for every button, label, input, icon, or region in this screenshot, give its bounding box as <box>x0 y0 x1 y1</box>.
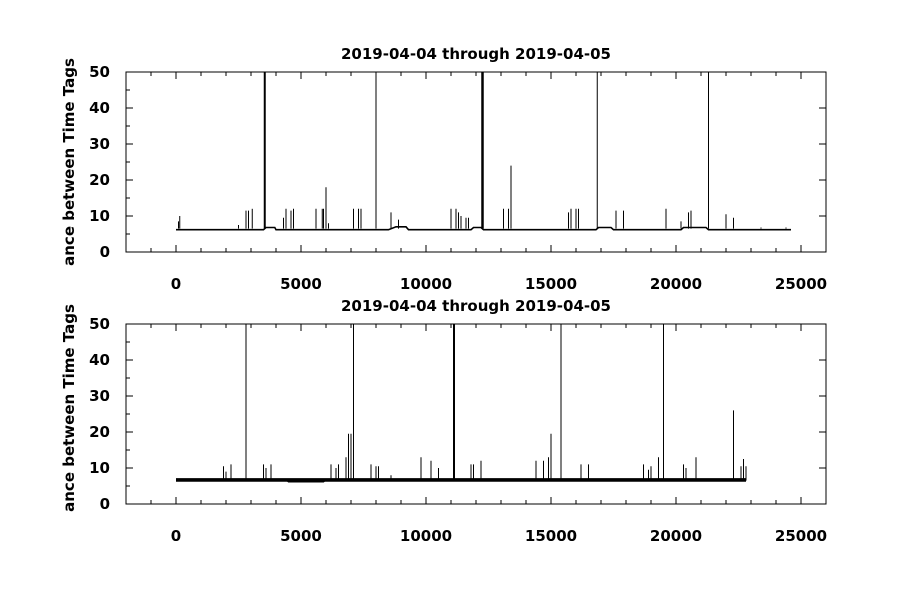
y-tick-label: 0 <box>100 495 110 513</box>
x-tick-label: 10000 <box>400 527 452 545</box>
x-tick-label: 15000 <box>525 527 577 545</box>
y-tick-label: 20 <box>89 423 110 441</box>
y-axis-label-top: ance between Time Tags <box>60 58 78 266</box>
chart-panel-bottom: 2019-04-04 through 2019-04-05 ance betwe… <box>60 297 827 545</box>
x-tick-label: 15000 <box>525 275 577 293</box>
series-baseline <box>176 478 746 483</box>
y-tick-label: 30 <box>89 135 110 153</box>
y-tick-label: 10 <box>89 207 110 225</box>
y-tick-label: 40 <box>89 351 110 369</box>
chart-title-top: 2019-04-04 through 2019-04-05 <box>341 45 611 63</box>
y-tick-label: 50 <box>89 315 110 333</box>
x-tick-label: 25000 <box>775 275 827 293</box>
y-tick-label: 40 <box>89 99 110 117</box>
x-tick-label: 0 <box>171 275 181 293</box>
y-tick-label: 20 <box>89 171 110 189</box>
plot-frame <box>125 71 827 253</box>
x-tick-label: 25000 <box>775 527 827 545</box>
y-tick-label: 0 <box>100 243 110 261</box>
y-tick-label: 30 <box>89 387 110 405</box>
x-tick-label: 20000 <box>650 275 702 293</box>
chart-panel-top: 2019-04-04 through 2019-04-05 ance betwe… <box>60 45 827 293</box>
x-tick-label: 5000 <box>280 275 322 293</box>
x-tick-label: 5000 <box>280 527 322 545</box>
y-tick-label: 50 <box>89 63 110 81</box>
series-baseline <box>176 226 791 231</box>
chart-title-bottom: 2019-04-04 through 2019-04-05 <box>341 297 611 315</box>
y-tick-label: 10 <box>89 459 110 477</box>
x-tick-label: 20000 <box>650 527 702 545</box>
x-tick-label: 10000 <box>400 275 452 293</box>
x-tick-label: 0 <box>171 527 181 545</box>
y-axis-label-bottom: ance between Time Tags <box>60 304 78 512</box>
